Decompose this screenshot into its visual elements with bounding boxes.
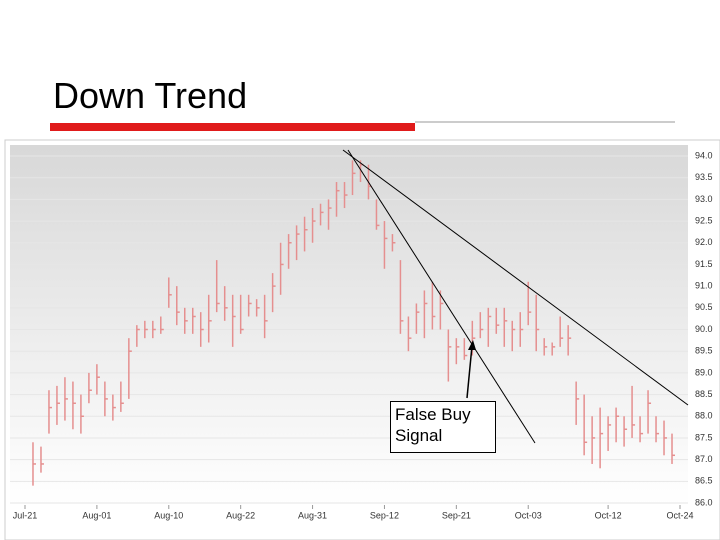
y-tick-label: 92.0	[695, 237, 713, 247]
x-tick-label: Aug-10	[154, 510, 183, 520]
title-underline	[50, 123, 415, 131]
y-tick-label: 93.5	[695, 172, 713, 182]
y-tick-label: 87.0	[695, 454, 713, 464]
x-tick-label: Sep-21	[442, 510, 471, 520]
x-tick-label: Oct-12	[595, 510, 622, 520]
y-tick-label: 92.5	[695, 215, 713, 225]
y-tick-label: 88.0	[695, 411, 713, 421]
y-tick-label: 88.5	[695, 389, 713, 399]
x-tick-label: Aug-22	[226, 510, 255, 520]
annotation: False Buy Signal	[390, 401, 496, 453]
slide-title: Down Trend	[53, 75, 247, 116]
y-tick-label: 89.5	[695, 346, 713, 356]
arrow-head	[468, 340, 476, 350]
x-tick-label: Aug-31	[298, 510, 327, 520]
trend-line	[347, 149, 536, 444]
y-tick-label: 91.0	[695, 281, 713, 291]
plot-area	[10, 145, 688, 505]
x-tick-label: Oct-24	[666, 510, 693, 520]
y-tick-label: 86.5	[695, 476, 713, 486]
y-tick-label: 93.0	[695, 194, 713, 204]
y-tick-label: 87.5	[695, 432, 713, 442]
arrow	[466, 345, 473, 399]
x-tick-label: Jul-21	[13, 510, 38, 520]
y-tick-label: 89.0	[695, 367, 713, 377]
trend-line	[342, 149, 689, 406]
y-tick-label: 90.5	[695, 302, 713, 312]
x-tick-label: Oct-03	[515, 510, 542, 520]
y-tick-label: 86.0	[695, 497, 713, 507]
y-tick-label: 94.0	[695, 150, 713, 160]
y-tick-label: 90.0	[695, 324, 713, 334]
x-tick-label: Sep-12	[370, 510, 399, 520]
x-tick-label: Aug-01	[82, 510, 111, 520]
y-tick-label: 91.5	[695, 259, 713, 269]
